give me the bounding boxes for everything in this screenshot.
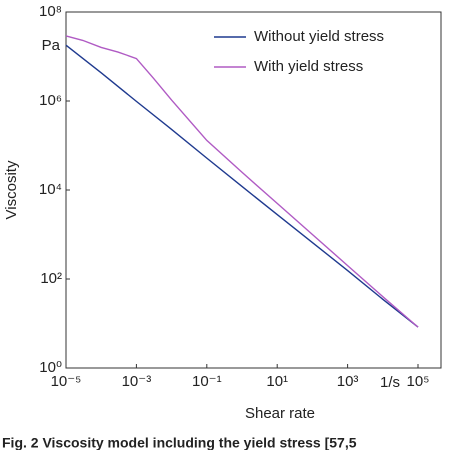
x-tick-label: 10⁵ xyxy=(407,373,430,390)
x-tick-label: 10³ xyxy=(337,373,359,390)
legend-label: Without yield stress xyxy=(254,28,384,45)
series-line xyxy=(65,35,419,328)
x-tick-label: 10⁻⁵ xyxy=(51,373,82,390)
x-axis-label: Shear rate xyxy=(245,405,315,422)
y-tick-label: 10⁴ xyxy=(39,181,62,198)
y-tick-label: 10⁸ xyxy=(39,3,62,20)
y-tick-label: 10⁶ xyxy=(39,92,62,109)
y-unit: Pa xyxy=(42,37,61,54)
y-tick-label: 10⁰ xyxy=(39,359,62,376)
x-tick-label: 10¹ xyxy=(266,373,288,390)
x-unit: 1/s xyxy=(380,374,400,391)
y-axis-label: Viscosity xyxy=(3,160,20,219)
caption: Fig. 2 Viscosity model including the yie… xyxy=(2,435,357,450)
x-tick-label: 10⁻³ xyxy=(122,373,152,390)
x-tick-label: 10⁻¹ xyxy=(192,373,222,390)
series-line xyxy=(65,44,419,328)
legend-label: With yield stress xyxy=(254,58,363,75)
y-tick-label: 10² xyxy=(40,270,62,287)
